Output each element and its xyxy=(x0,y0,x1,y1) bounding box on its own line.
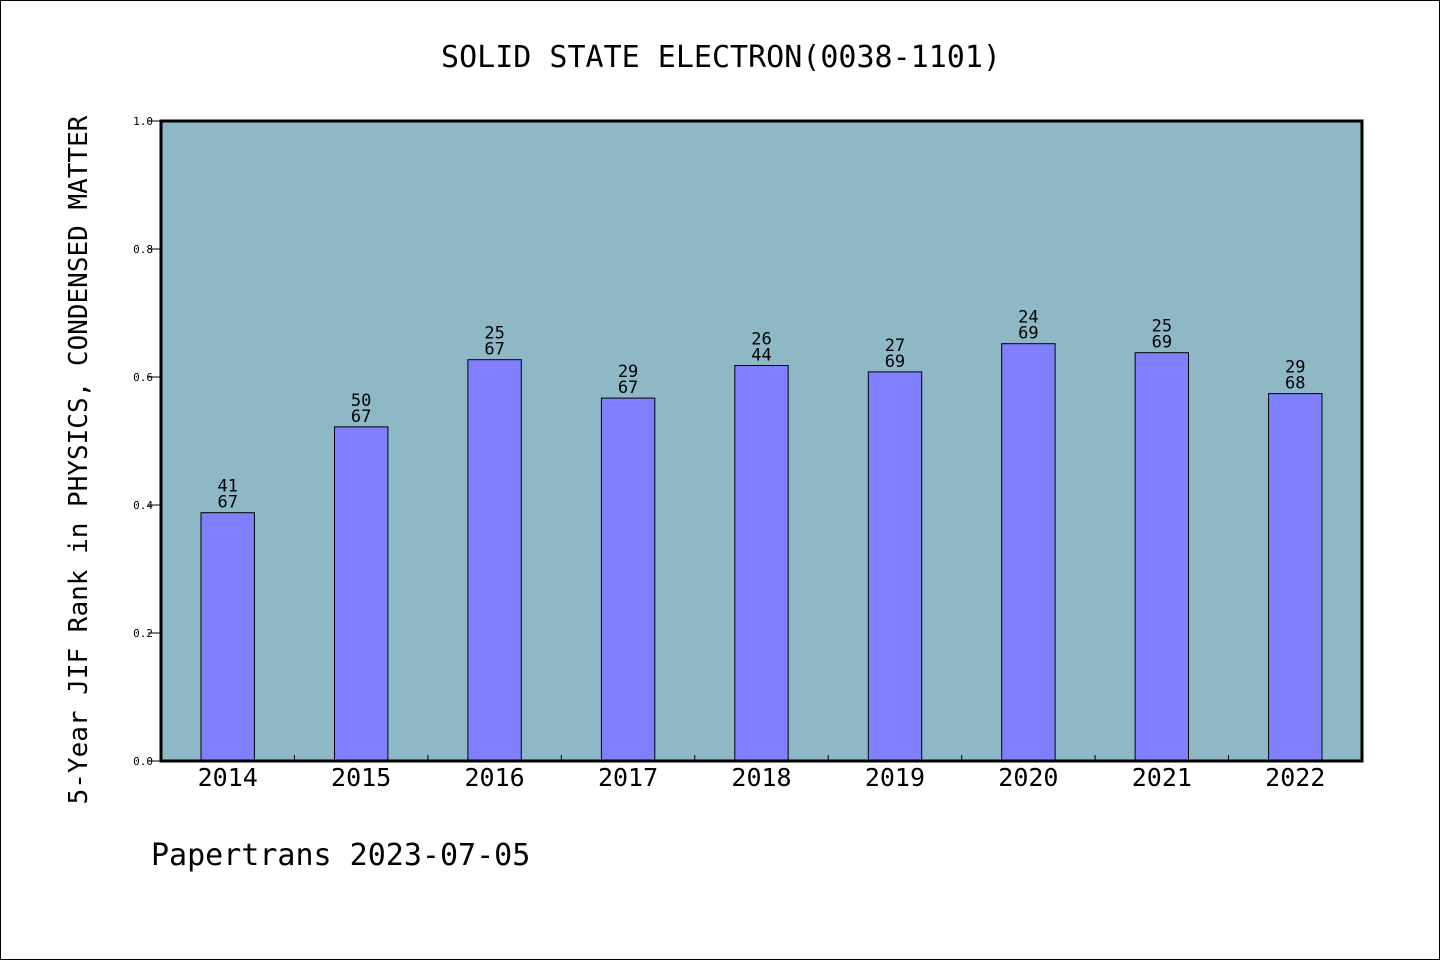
x-tick-label-2017: 2017 xyxy=(598,763,658,792)
x-tick-label-2022: 2022 xyxy=(1265,763,1325,792)
x-tick-label-2015: 2015 xyxy=(331,763,391,792)
bars-group xyxy=(200,343,1323,762)
bar-2014 xyxy=(200,512,255,762)
bar-2020 xyxy=(1001,343,1056,762)
y-axis: 0.0 0.2 0.4 0.6 0.8 1.0 xyxy=(133,115,161,768)
bar-total-label-2016: 67 xyxy=(484,340,504,360)
x-tick-label-2019: 2019 xyxy=(865,763,925,792)
bar-rank-label-2020: 24 xyxy=(1018,308,1038,328)
y-tick-label-1.0: 1.0 xyxy=(133,115,153,128)
bar-2022 xyxy=(1268,393,1323,762)
x-tick-label-2018: 2018 xyxy=(731,763,791,792)
y-tick-label-0.4: 0.4 xyxy=(133,499,153,512)
bar-total-label-2015: 67 xyxy=(351,407,371,427)
bar-total-label-2022: 68 xyxy=(1285,374,1305,394)
bar-rank-label-2016: 25 xyxy=(484,324,504,344)
bar-total-label-2018: 44 xyxy=(751,345,771,365)
y-axis-label: 5-Year JIF Rank in PHYSICS, CONDENSED MA… xyxy=(64,115,94,804)
bar-2016 xyxy=(467,359,522,762)
bar-2015 xyxy=(334,426,389,762)
bar-rank-label-2015: 50 xyxy=(351,391,371,411)
bar-rank-label-2019: 27 xyxy=(885,336,905,356)
bar-2017 xyxy=(600,397,656,762)
chart-title: SOLID STATE ELECTRON(0038-1101) xyxy=(441,40,1001,75)
bar-total-label-2017: 67 xyxy=(618,378,638,398)
y-tick-label-0.0: 0.0 xyxy=(133,755,153,768)
x-tick-label-2021: 2021 xyxy=(1132,763,1192,792)
bar-2018 xyxy=(734,365,789,762)
bar-rank-label-2018: 26 xyxy=(751,329,771,349)
bar-rank-label-2022: 29 xyxy=(1285,358,1305,378)
bar-rank-label-2021: 25 xyxy=(1152,317,1172,337)
y-tick-label-0.2: 0.2 xyxy=(133,627,153,640)
bar-rank-label-2017: 29 xyxy=(618,362,638,382)
footer-text: Papertrans 2023-07-05 xyxy=(151,838,530,873)
y-tick-label-0.6: 0.6 xyxy=(133,371,153,384)
x-tick-label-2014: 2014 xyxy=(198,763,258,792)
bar-total-label-2014: 67 xyxy=(217,493,237,513)
plot-frame xyxy=(159,119,1364,763)
bar-2019 xyxy=(867,371,923,762)
bar-total-label-2020: 69 xyxy=(1018,324,1038,344)
x-tick-label-2016: 2016 xyxy=(465,763,525,792)
bar-rank-label-2014: 41 xyxy=(217,477,237,497)
bar-2021 xyxy=(1134,352,1189,762)
x-axis: 2014 2015 2016 2017 2018 2019 2020 2021 2022 xyxy=(198,755,1325,792)
y-tick-label-0.8: 0.8 xyxy=(133,243,153,256)
bar-total-label-2019: 69 xyxy=(885,352,905,372)
x-tick-label-2020: 2020 xyxy=(998,763,1058,792)
bar-total-label-2021: 69 xyxy=(1152,333,1172,353)
